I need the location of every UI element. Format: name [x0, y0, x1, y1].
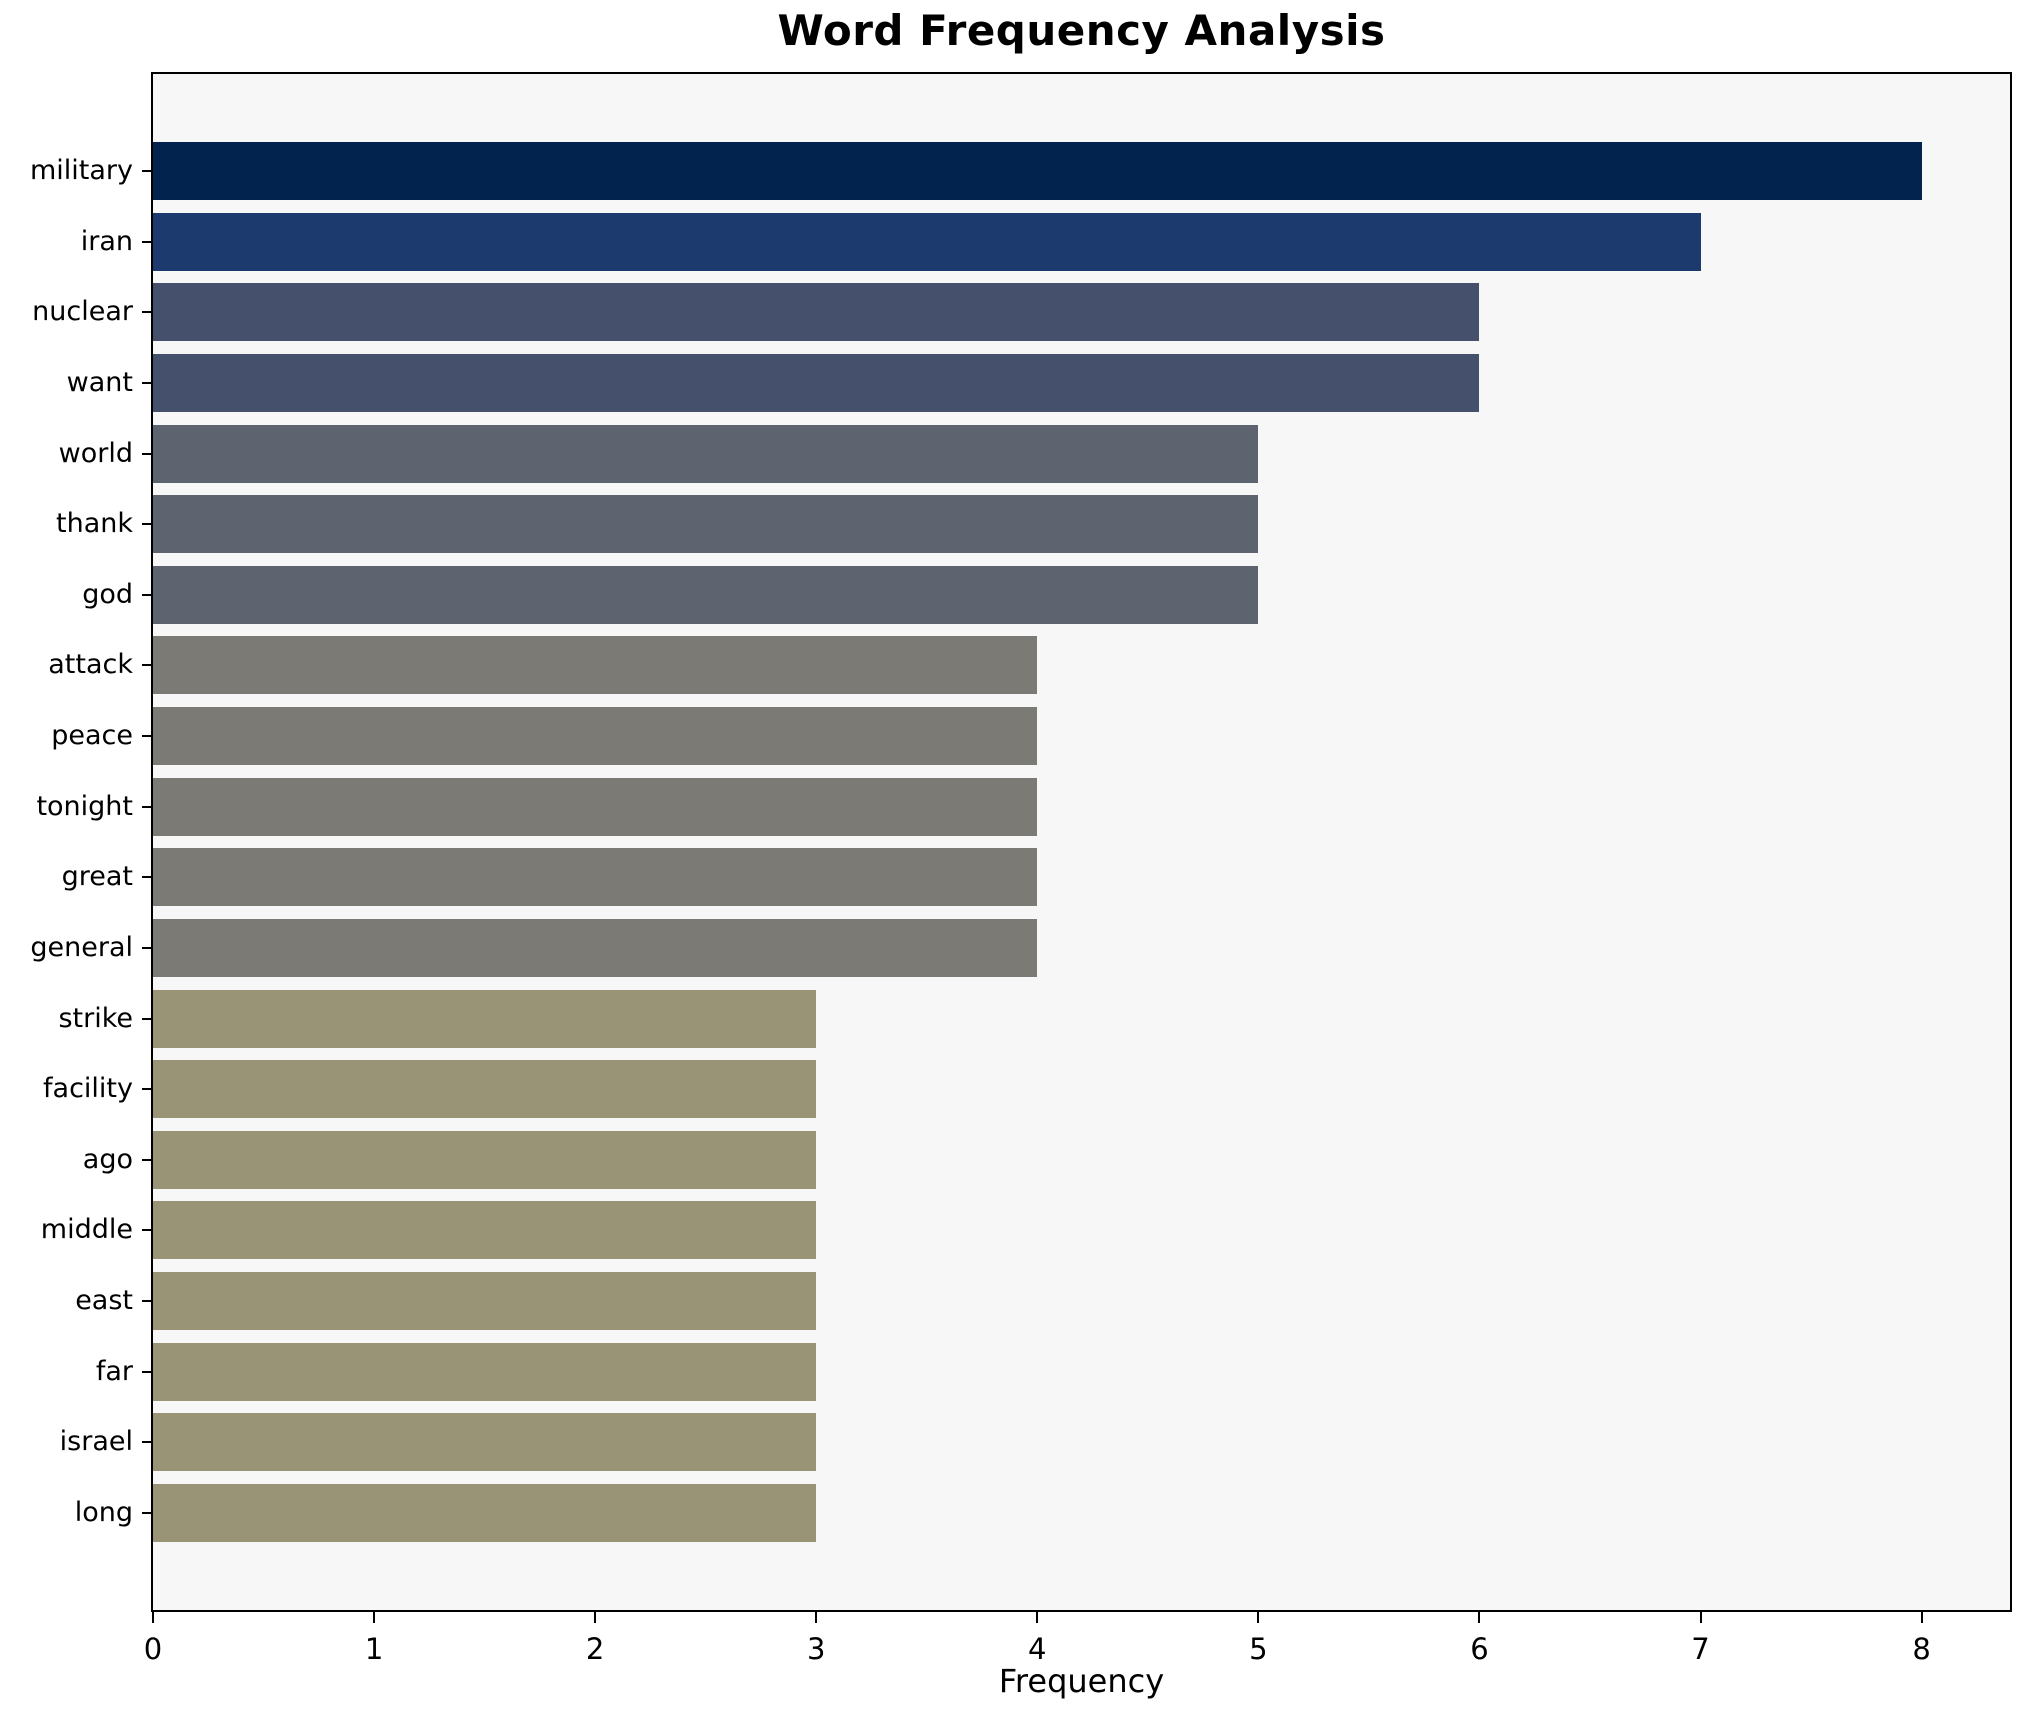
plot-area: military iran nuclear want world thank god atta…	[30, 72, 2012, 1666]
x-tick-label-4: 4	[1028, 1632, 1047, 1666]
bar-ago	[153, 1130, 817, 1189]
y-tick-mark	[142, 1300, 153, 1303]
y-tick-label-attack: attack	[48, 649, 133, 681]
y-tick-label-ago: ago	[82, 1143, 133, 1175]
y-tick-mark	[142, 240, 153, 243]
x-tick-mark	[1036, 1610, 1039, 1623]
x-tick-label-8: 8	[1912, 1632, 1931, 1666]
y-tick-label-far: far	[95, 1355, 133, 1387]
x-tick-label-0: 0	[143, 1632, 163, 1666]
bar-iran	[153, 212, 1701, 271]
x-tick-label-6: 6	[1470, 1632, 1489, 1666]
y-tick-mark	[142, 735, 153, 738]
bar-peace	[153, 707, 1038, 766]
y-tick-mark	[142, 1088, 153, 1091]
bar-long	[153, 1484, 817, 1542]
y-tick-label-thank: thank	[56, 508, 133, 540]
bar-god	[153, 565, 1259, 624]
y-tick-mark	[142, 452, 153, 455]
y-tick-label-god: god	[82, 578, 133, 610]
x-axis-label: Frequency	[998, 1662, 1165, 1700]
bar-world	[153, 424, 1259, 483]
bar-attack	[153, 636, 1038, 695]
bar-strike	[153, 989, 817, 1048]
y-tick-label-peace: peace	[51, 720, 133, 752]
y-tick-label-long: long	[74, 1497, 133, 1528]
bar-facility	[153, 1060, 817, 1119]
x-tick-label-1: 1	[364, 1632, 384, 1666]
y-tick-mark	[142, 805, 153, 808]
y-tick-mark	[142, 523, 153, 526]
bar-general	[153, 918, 1038, 977]
x-tick-mark	[594, 1610, 597, 1623]
bar-want	[153, 353, 1480, 412]
y-tick-mark	[142, 946, 153, 949]
y-tick-mark	[142, 593, 153, 596]
y-tick-label-middle: middle	[40, 1214, 133, 1246]
y-tick-mark	[142, 1512, 153, 1514]
y-tick-label-israel: israel	[59, 1426, 133, 1458]
y-tick-mark	[142, 1441, 153, 1444]
y-tick-label-tonight: tonight	[36, 790, 133, 822]
bar-middle	[153, 1201, 817, 1260]
y-tick-mark	[142, 170, 153, 172]
x-tick-mark	[815, 1610, 818, 1623]
y-tick-label-military: military	[29, 155, 133, 186]
y-tick-mark	[142, 876, 153, 879]
y-tick-label-east: east	[75, 1285, 133, 1317]
x-tick-mark	[1478, 1610, 1481, 1623]
y-tick-label-world: world	[58, 437, 133, 469]
bar-far	[153, 1342, 817, 1401]
y-tick-mark	[142, 1370, 153, 1373]
y-tick-mark	[142, 1158, 153, 1161]
x-tick-mark	[152, 1610, 154, 1623]
x-tick-mark	[1257, 1610, 1260, 1623]
bar-thank	[153, 495, 1259, 554]
y-tick-label-nuclear: nuclear	[32, 296, 133, 328]
y-tick-mark	[142, 1229, 153, 1232]
x-tick-label-2: 2	[585, 1632, 605, 1666]
bar-great	[153, 848, 1038, 907]
x-tick-mark	[373, 1610, 376, 1623]
y-tick-mark	[142, 1017, 153, 1020]
x-tick-mark	[1920, 1610, 1923, 1623]
bar-military	[153, 142, 1922, 200]
x-tick-mark	[1699, 1610, 1702, 1623]
x-tick-label-5: 5	[1249, 1632, 1268, 1666]
y-tick-mark	[142, 381, 153, 384]
y-tick-label-facility: facility	[43, 1073, 133, 1105]
bar-nuclear	[153, 283, 1480, 342]
y-tick-label-general: general	[30, 931, 133, 963]
y-tick-label-great: great	[61, 861, 133, 893]
bar-israel	[153, 1413, 817, 1472]
y-tick-label-want: want	[66, 366, 133, 398]
y-tick-mark	[142, 664, 153, 667]
bar-east	[153, 1272, 817, 1331]
y-tick-mark	[142, 311, 153, 314]
x-tick-label-7: 7	[1691, 1632, 1710, 1666]
bar-tonight	[153, 777, 1038, 836]
x-tick-label-3: 3	[806, 1632, 826, 1666]
y-tick-label-strike: strike	[58, 1002, 133, 1034]
chart-title: Word Frequency Analysis	[777, 6, 1386, 55]
y-tick-label-iran: iran	[80, 225, 133, 257]
